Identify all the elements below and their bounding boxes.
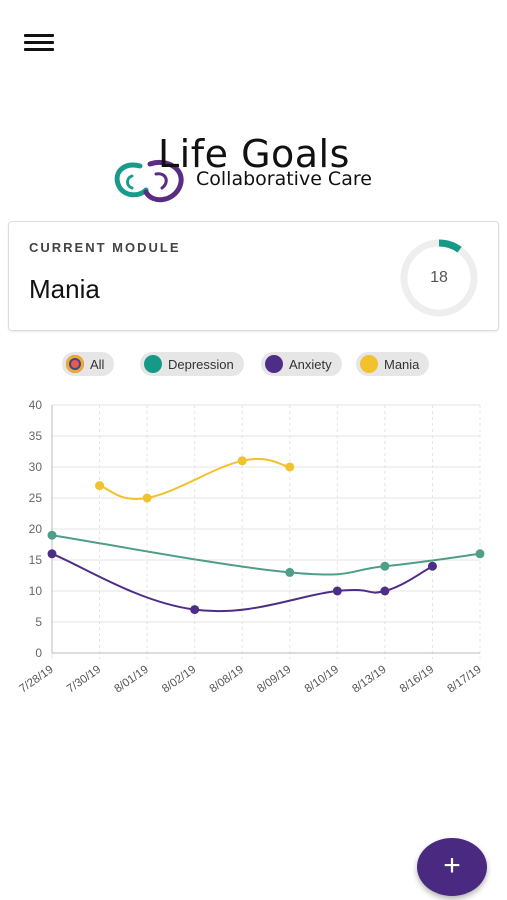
y-tick-label: 35 [29, 429, 43, 443]
depression-data-point [475, 549, 485, 559]
anxiety-data-point [332, 586, 342, 596]
logo-title: Life Goals [158, 132, 350, 176]
anxiety-dot-icon [265, 355, 283, 373]
legend-chip-mania[interactable]: Mania [356, 352, 430, 376]
app-logo: Life Goals Collaborative Care [110, 128, 410, 218]
depression-data-point [285, 567, 295, 577]
anxiety-data-point [427, 561, 437, 571]
scores-line-chart: 0 5 10 15 20 25 30 35 40 7/28/19 7/30/19 8/01/19 8/0… [17, 398, 485, 696]
y-tick-label: 30 [29, 460, 43, 474]
anxiety-data-point [380, 586, 390, 596]
all-series-icon [66, 355, 84, 373]
x-tick-label: 8/09/19 [255, 664, 293, 696]
x-tick-label: 8/10/19 [303, 664, 341, 696]
y-tick-label: 25 [29, 491, 43, 505]
current-module-caption: CURRENT MODULE [29, 240, 181, 255]
x-tick-label: 8/17/19 [445, 664, 483, 696]
y-tick-label: 5 [35, 615, 42, 629]
depression-dot-icon [144, 355, 162, 373]
hamburger-menu-icon[interactable] [22, 30, 58, 56]
x-tick-label: 7/30/19 [65, 664, 103, 696]
anxiety-data-point [47, 549, 57, 559]
y-tick-label: 10 [29, 584, 43, 598]
module-progress-value: 18 [430, 269, 448, 286]
mania-data-point [237, 456, 247, 466]
x-tick-label: 8/13/19 [350, 664, 388, 696]
mania-series-line [99, 457, 290, 500]
y-tick-label: 40 [29, 398, 43, 412]
legend-label-all: All [90, 356, 105, 372]
x-tick-label: 8/02/19 [160, 664, 198, 696]
mania-data-point [285, 462, 295, 472]
y-tick-label: 0 [35, 646, 42, 660]
depression-series-line [51, 534, 481, 576]
legend-chip-all[interactable]: All [62, 352, 115, 376]
current-module-name: Mania [29, 274, 100, 304]
current-module-card[interactable]: CURRENT MODULE Mania 18 [8, 221, 499, 331]
legend-chip-depression[interactable]: Depression [140, 352, 244, 376]
mania-data-point [95, 481, 105, 491]
x-tick-label: 8/16/19 [398, 664, 436, 696]
depression-data-point [380, 561, 390, 571]
logo-swirl-icon [114, 160, 184, 203]
anxiety-data-point [190, 605, 200, 615]
add-entry-button[interactable]: + [417, 838, 487, 896]
legend-label-anxiety: Anxiety [289, 356, 332, 372]
legend-chip-anxiety[interactable]: Anxiety [261, 352, 342, 376]
y-tick-label: 20 [29, 522, 43, 536]
x-tick-label: 8/08/19 [208, 664, 246, 696]
y-tick-label: 15 [29, 553, 43, 567]
mania-dot-icon [360, 355, 378, 373]
mania-data-point [142, 493, 152, 503]
legend-label-mania: Mania [384, 356, 420, 372]
logo-subtitle: Collaborative Care [196, 168, 372, 190]
x-tick-label: 8/01/19 [113, 664, 151, 696]
depression-data-point [47, 530, 57, 540]
legend-label-depression: Depression [168, 356, 234, 372]
module-progress-ring [400, 239, 478, 317]
x-tick-label: 7/28/19 [17, 664, 55, 696]
